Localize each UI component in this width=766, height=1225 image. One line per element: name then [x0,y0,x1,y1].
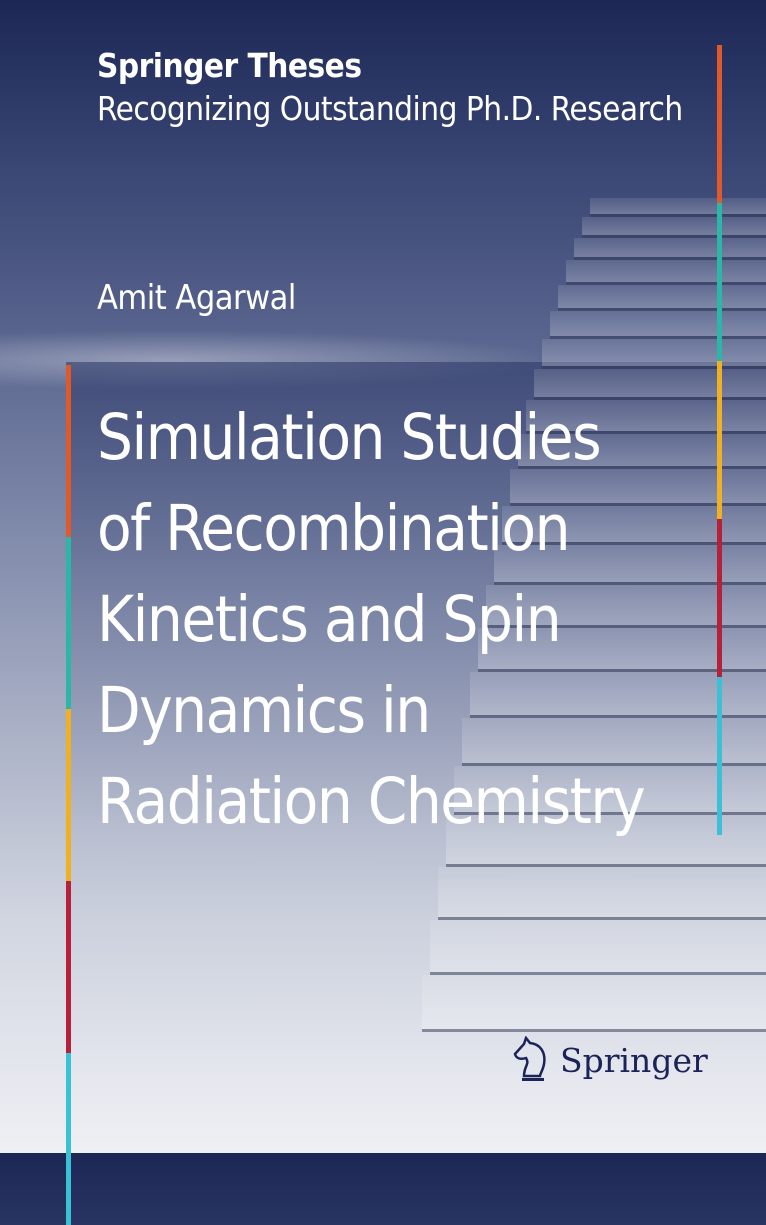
stripe-segment [717,361,722,519]
publisher-logo: Springer [510,1036,708,1084]
stair-step [454,765,766,816]
stair-step [574,237,766,261]
series-name: Springer Theses [97,46,362,85]
stair-step [518,433,766,469]
stair-step [534,368,766,401]
stripe-segment [717,45,722,203]
stripe-segment [66,709,71,881]
stripe-segment [66,1053,71,1225]
stair-step [470,672,766,718]
stair-step [526,400,766,434]
book-title: Simulation Studies of Recombination Kine… [97,392,646,847]
title-line: Simulation Studies [97,401,602,474]
knight-horse-icon [513,1036,546,1081]
stair-step [550,311,766,339]
stripe-segment [66,365,71,537]
stripe-segment [66,881,71,1053]
title-line: of Recombination [97,492,571,565]
stair-step [430,920,766,975]
series-tagline: Recognizing Outstanding Ph.D. Research [97,89,683,128]
stripe-segment [717,519,722,677]
title-line: Radiation Chemistry [97,765,646,838]
stair-step [462,718,766,766]
title-line: Kinetics and Spin [97,583,562,656]
stair-step [542,339,766,369]
stripe-segment [717,677,722,835]
title-line: Dynamics in [97,674,431,747]
stripe-segment [66,537,71,709]
stair-step [590,198,766,217]
author-name: Amit Agarwal [97,278,296,318]
stair-step [502,506,766,545]
stair-step [422,975,766,1032]
staircase-image [422,198,766,1032]
stair-step [582,217,766,238]
publisher-name: Springer [560,1040,708,1080]
stripe-segment [717,203,722,361]
stair-step [566,260,766,285]
stair-step [510,469,766,506]
stair-step [438,866,766,920]
title-panel [66,362,766,1153]
stair-step [558,284,766,311]
stair-step [446,815,766,867]
